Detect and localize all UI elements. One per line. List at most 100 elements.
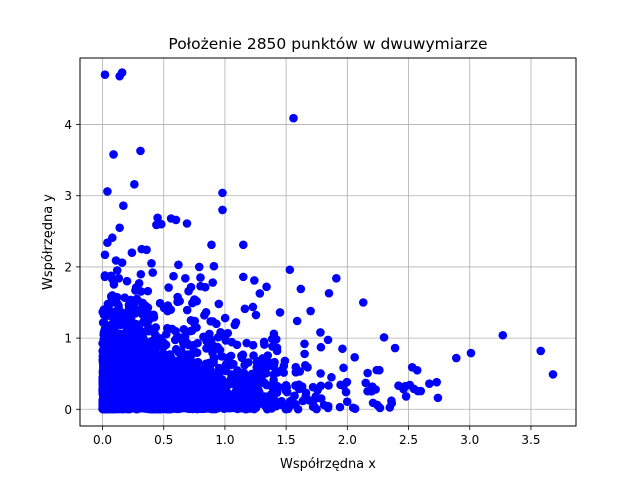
data-point [105, 352, 115, 362]
data-point [236, 393, 246, 403]
data-point [195, 388, 205, 398]
data-point [200, 310, 209, 320]
data-point [156, 219, 166, 229]
data-point [324, 288, 334, 298]
data-point [122, 276, 132, 286]
data-point [180, 332, 190, 342]
data-point [100, 343, 110, 353]
data-point [101, 311, 111, 321]
data-point [111, 329, 121, 339]
data-point [193, 367, 202, 377]
data-point [105, 399, 114, 409]
data-point [268, 390, 277, 400]
data-point [108, 233, 117, 243]
data-point [390, 343, 400, 353]
x-tick-label: 3.5 [521, 433, 540, 447]
data-point [99, 335, 109, 344]
data-point [108, 274, 117, 284]
data-point [251, 310, 261, 320]
data-point [148, 268, 158, 277]
data-point [407, 362, 417, 372]
data-point [105, 366, 114, 375]
data-point [120, 293, 129, 302]
data-point [269, 329, 279, 339]
data-point [147, 259, 156, 268]
data-point [248, 340, 258, 350]
data-point [319, 400, 329, 410]
y-tick-label: 3 [64, 189, 72, 203]
data-point [233, 375, 243, 384]
data-point [219, 403, 228, 412]
data-point [169, 271, 178, 281]
data-point [115, 223, 124, 233]
data-point [316, 381, 326, 391]
data-point [117, 68, 127, 77]
data-point [143, 286, 153, 296]
data-point [339, 381, 348, 391]
data-point [100, 271, 110, 280]
y-axis-label: Współrzędna y [41, 194, 56, 290]
data-point [146, 400, 156, 409]
data-point [158, 342, 167, 352]
data-point [205, 329, 214, 339]
data-point [260, 340, 269, 349]
data-point [154, 375, 164, 384]
data-point [372, 365, 382, 375]
data-point [142, 245, 151, 255]
data-point [215, 380, 224, 390]
data-point [136, 146, 145, 156]
data-point [119, 201, 128, 210]
data-point [297, 382, 307, 391]
data-point [103, 373, 113, 382]
data-point [303, 363, 312, 372]
data-point [168, 383, 177, 392]
data-point [375, 403, 385, 413]
data-point [167, 376, 176, 386]
data-point [203, 374, 212, 384]
data-point [335, 402, 345, 412]
data-point [196, 273, 205, 282]
y-tick-label: 2 [64, 260, 72, 274]
data-point [98, 318, 108, 327]
data-point [255, 289, 265, 298]
data-point [174, 378, 184, 388]
data-point [193, 338, 202, 348]
data-point [338, 344, 347, 354]
data-point [155, 298, 165, 308]
data-point [220, 313, 230, 323]
data-point [238, 272, 248, 282]
data-point [432, 377, 441, 387]
data-point [229, 359, 238, 369]
data-point [179, 324, 189, 334]
data-point [339, 363, 348, 373]
data-point [208, 278, 218, 287]
data-point [110, 344, 120, 353]
data-point [371, 385, 380, 394]
data-point [109, 150, 118, 159]
data-point [121, 342, 131, 351]
data-point [170, 335, 180, 345]
data-point [176, 401, 185, 411]
data-point [285, 265, 295, 275]
data-point [342, 397, 352, 407]
data-point [137, 380, 147, 390]
data-point [289, 113, 298, 123]
data-point [221, 366, 231, 376]
data-point [144, 309, 154, 319]
data-point [358, 298, 368, 307]
data-point [284, 402, 293, 412]
data-point [211, 404, 220, 414]
data-point [104, 300, 113, 310]
data-point [368, 398, 378, 408]
data-point [108, 291, 117, 300]
data-point [316, 342, 326, 352]
data-point [259, 355, 268, 365]
data-point [306, 306, 315, 316]
data-point [127, 351, 137, 361]
data-point [313, 393, 322, 403]
data-point [155, 356, 164, 365]
data-point [248, 302, 258, 312]
data-point [184, 286, 193, 296]
data-point [308, 402, 318, 412]
y-tick-label: 4 [64, 118, 72, 132]
